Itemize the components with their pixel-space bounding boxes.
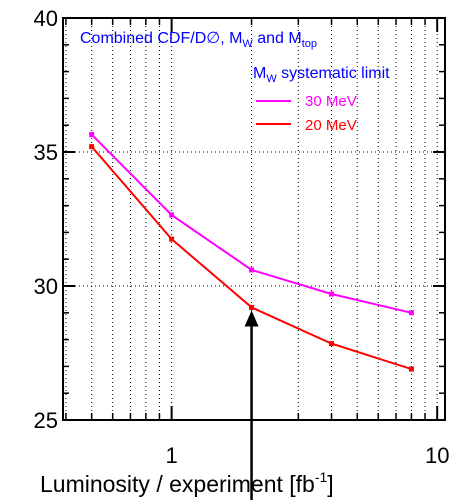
legend-title: MW systematic limit bbox=[253, 65, 390, 85]
chart-title-part-3: and M bbox=[253, 30, 302, 47]
legend-title-rest: systematic limit bbox=[277, 65, 390, 82]
y-tick-label: 30 bbox=[34, 274, 58, 299]
annotation-layer bbox=[244, 310, 259, 500]
chart-title-part-2: , M bbox=[220, 30, 242, 47]
data-point bbox=[89, 144, 95, 150]
tick-labels: 25 30 35 40 1 10 bbox=[34, 6, 450, 468]
chart-title: Combined CDF/D∅, MW and Mtop bbox=[80, 30, 317, 50]
series-layer bbox=[89, 132, 414, 372]
plot-frame bbox=[62, 17, 446, 421]
chart-title-symbol: ∅ bbox=[206, 30, 220, 47]
chart-title-sub-w: W bbox=[242, 38, 253, 50]
x-tick-label: 1 bbox=[165, 443, 177, 468]
legend-title-m: M bbox=[253, 65, 266, 82]
data-point bbox=[169, 212, 175, 218]
data-point bbox=[249, 304, 255, 310]
data-point bbox=[408, 310, 414, 316]
series-2 bbox=[89, 144, 414, 372]
legend-label-30mev: 30 MeV bbox=[305, 93, 357, 110]
x-axis-title-main: Luminosity / experiment [fb bbox=[40, 471, 315, 497]
data-point bbox=[89, 132, 95, 138]
y-tick-label: 35 bbox=[34, 140, 58, 165]
x-axis-title: Luminosity / experiment [fb-1] bbox=[40, 469, 334, 497]
x-axis-title-exponent: -1 bbox=[315, 469, 328, 485]
data-point bbox=[329, 341, 335, 347]
y-tick-label: 25 bbox=[34, 408, 58, 433]
x-tick-label: 10 bbox=[425, 443, 449, 468]
series-1 bbox=[89, 132, 414, 316]
x-axis-title-close: ] bbox=[327, 471, 333, 497]
data-point bbox=[169, 236, 175, 242]
grid bbox=[63, 17, 445, 421]
chart-title-part-1: Combined CDF/D bbox=[80, 30, 206, 47]
ticks bbox=[63, 17, 445, 421]
annotation-arrow-head bbox=[244, 310, 259, 327]
legend-label-20mev: 20 MeV bbox=[305, 117, 357, 134]
y-tick-label: 40 bbox=[34, 6, 58, 31]
data-point bbox=[329, 291, 335, 297]
legend: 30 MeV 20 MeV bbox=[256, 93, 357, 134]
legend-title-sub-w: W bbox=[266, 73, 277, 85]
chart-title-sub-top: top bbox=[302, 38, 317, 50]
data-point bbox=[249, 267, 255, 273]
data-point bbox=[408, 366, 414, 372]
